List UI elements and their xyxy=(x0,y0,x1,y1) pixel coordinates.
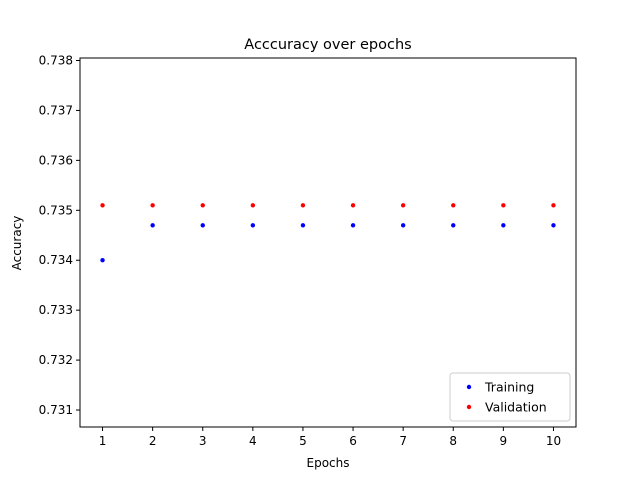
validation-point xyxy=(451,203,456,208)
y-tick-label: 0.732 xyxy=(39,353,73,367)
training-point xyxy=(350,223,356,228)
x-tick-label: 5 xyxy=(299,434,307,448)
training-point xyxy=(300,223,306,228)
training-point xyxy=(250,223,256,228)
validation-point xyxy=(551,203,556,208)
y-axis-label: Accuracy xyxy=(10,216,24,271)
validation-point xyxy=(150,203,155,208)
x-tick-label: 3 xyxy=(199,434,207,448)
chart-title: Acccuracy over epochs xyxy=(244,37,411,53)
training-point xyxy=(551,223,556,228)
validation-point xyxy=(501,203,506,208)
y-tick-label: 0.736 xyxy=(39,153,73,167)
x-tick-label: 1 xyxy=(99,434,107,448)
validation-point xyxy=(400,203,406,208)
validation-point xyxy=(350,203,356,208)
training-point xyxy=(150,223,155,228)
x-tick-label: 4 xyxy=(249,434,257,448)
training-point xyxy=(100,258,105,263)
x-axis-label: Epochs xyxy=(307,456,350,470)
validation-point xyxy=(200,203,205,208)
x-tick-label: 9 xyxy=(500,434,508,448)
plot-area: 1 2 3 4 5 6 7 8 9 10 0.731 0.732 0.733 0.734 0.735 0.73… xyxy=(39,53,577,448)
legend-box xyxy=(449,372,571,422)
validation-point xyxy=(250,203,256,208)
x-tick-label: 7 xyxy=(399,434,407,448)
x-tick-label: 10 xyxy=(546,434,561,448)
y-tick-label: 0.738 xyxy=(39,53,73,67)
x-tick-label: 6 xyxy=(349,434,357,448)
legend: Training Validation xyxy=(449,372,571,422)
training-point xyxy=(200,223,205,228)
y-tick-label: 0.733 xyxy=(39,303,73,317)
training-point xyxy=(400,223,406,228)
x-tick-label: 8 xyxy=(449,434,457,448)
legend-training-label: Training xyxy=(484,380,534,395)
y-tick-label: 0.731 xyxy=(39,403,73,417)
y-tick-label: 0.735 xyxy=(39,203,73,217)
legend-validation-label: Validation xyxy=(485,400,547,415)
y-tick-label: 0.737 xyxy=(39,103,73,117)
validation-point xyxy=(300,203,306,208)
plot-frame xyxy=(79,57,577,428)
training-point xyxy=(451,223,456,228)
validation-point xyxy=(100,203,105,208)
x-tick-label: 2 xyxy=(149,434,157,448)
legend-training-marker xyxy=(466,384,472,390)
training-point xyxy=(501,223,506,228)
legend-validation-marker xyxy=(466,404,472,410)
y-tick-label: 0.734 xyxy=(39,253,73,267)
